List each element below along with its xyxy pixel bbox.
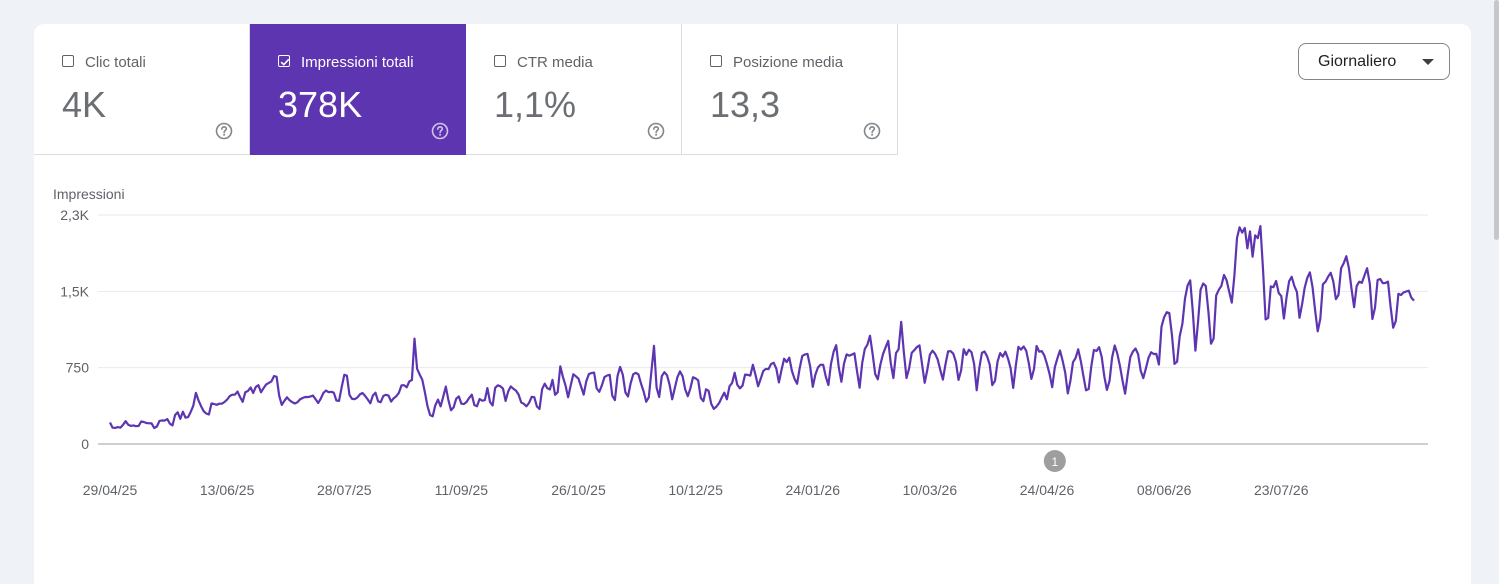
- help-circle-icon[interactable]: [647, 122, 665, 140]
- x-tick-label: 11/09/25: [435, 482, 489, 498]
- x-tick-label: 24/04/26: [1020, 482, 1075, 498]
- caret-down-icon: [1422, 59, 1434, 65]
- x-tick-label: 28/07/25: [317, 482, 372, 498]
- metric-label: Posizione media: [733, 54, 844, 71]
- checkbox-checked-icon[interactable]: [278, 55, 290, 67]
- y-tick-label: 0: [81, 436, 89, 452]
- annotation-marker[interactable]: 1: [1043, 450, 1066, 472]
- y-axis-title: Impressioni: [53, 186, 125, 202]
- help-circle-icon[interactable]: [863, 122, 881, 140]
- y-tick-label: 2,3K: [60, 207, 89, 223]
- granularity-dropdown[interactable]: Giornaliero: [1298, 43, 1450, 80]
- metric-tile-clicks[interactable]: Clic totali 4K: [34, 24, 250, 155]
- x-tick-label: 26/10/25: [551, 482, 606, 498]
- y-tick-label: 1,5K: [60, 283, 89, 299]
- x-tick-label: 13/06/25: [200, 482, 255, 498]
- metric-tile-ctr[interactable]: CTR media 1,1%: [466, 24, 682, 155]
- impressions-series-line: [109, 225, 1415, 430]
- help-circle-icon[interactable]: [215, 122, 233, 140]
- checkbox-icon[interactable]: [494, 55, 506, 67]
- x-tick-label: 10/03/26: [903, 482, 958, 498]
- metric-value: 4K: [62, 84, 107, 125]
- x-tick-label: 23/07/26: [1254, 482, 1309, 498]
- x-tick-label: 08/06/26: [1137, 482, 1192, 498]
- metric-label: Clic totali: [85, 54, 146, 71]
- metric-value: 1,1%: [494, 84, 577, 125]
- metric-label: CTR media: [517, 54, 593, 71]
- x-tick-label: 24/01/26: [786, 482, 841, 498]
- x-tick-label: 29/04/25: [83, 482, 138, 498]
- metric-value: 13,3: [710, 84, 781, 125]
- metric-value: 378K: [278, 84, 363, 125]
- help-circle-icon[interactable]: [431, 122, 449, 140]
- page-scrollbar[interactable]: [1494, 0, 1499, 240]
- performance-card: Clic totali 4K Impressioni totali 378K C…: [34, 24, 1471, 584]
- metric-tile-position[interactable]: Posizione media 13,3: [682, 24, 898, 155]
- impressions-chart: Impressioni 0 750 1,5K 2,3K 29/04/25 13/06/2…: [53, 186, 1428, 498]
- checkbox-icon[interactable]: [710, 55, 722, 67]
- x-tick-label: 10/12/25: [668, 482, 723, 498]
- checkbox-icon[interactable]: [62, 55, 74, 67]
- annotation-badge[interactable]: [1043, 450, 1066, 472]
- granularity-selected: Giornaliero: [1318, 53, 1397, 70]
- annotation-label: 1: [1051, 455, 1058, 469]
- metric-label: Impressioni totali: [301, 54, 414, 71]
- metric-tile-impressions[interactable]: Impressioni totali 378K: [250, 24, 466, 155]
- y-tick-label: 750: [66, 360, 90, 376]
